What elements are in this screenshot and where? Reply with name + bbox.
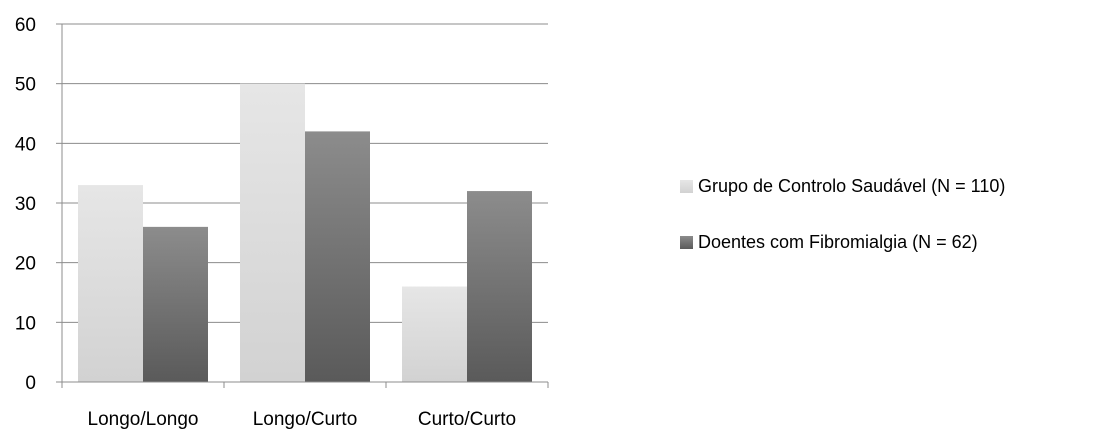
legend-label-1: Doentes com Fibromialgia (N = 62) (698, 232, 978, 252)
x-category-label: Longo/Curto (253, 409, 358, 430)
x-category-label: Longo/Longo (88, 409, 199, 430)
legend-swatch-1 (680, 236, 693, 249)
y-tick-label: 40 (15, 134, 36, 155)
bar-fibromialgia-2 (467, 191, 532, 382)
bar-controlo-2 (402, 286, 467, 382)
bars (78, 83, 532, 383)
bar-fibromialgia-0 (143, 226, 208, 382)
bar-controlo-1 (240, 83, 305, 383)
legend: Grupo de Controlo Saudável (N = 110) Doen… (680, 176, 1005, 252)
x-category-label: Curto/Curto (418, 409, 516, 430)
y-tick-label: 50 (15, 75, 36, 96)
bar-fibromialgia-1 (305, 131, 370, 382)
legend-label-0: Grupo de Controlo Saudável (N = 110) (698, 176, 1005, 196)
legend-swatch-0 (680, 180, 693, 193)
bar-controlo-0 (78, 185, 143, 382)
y-tick-label: 0 (25, 373, 36, 394)
y-tick-label: 10 (15, 313, 36, 334)
y-tick-label: 60 (15, 15, 36, 36)
y-tick-label: 20 (15, 254, 36, 275)
y-tick-label: 30 (15, 194, 36, 215)
axes: 0 10 20 30 40 50 60 Longo/Longo Longo/Curto Curto… (15, 15, 549, 430)
